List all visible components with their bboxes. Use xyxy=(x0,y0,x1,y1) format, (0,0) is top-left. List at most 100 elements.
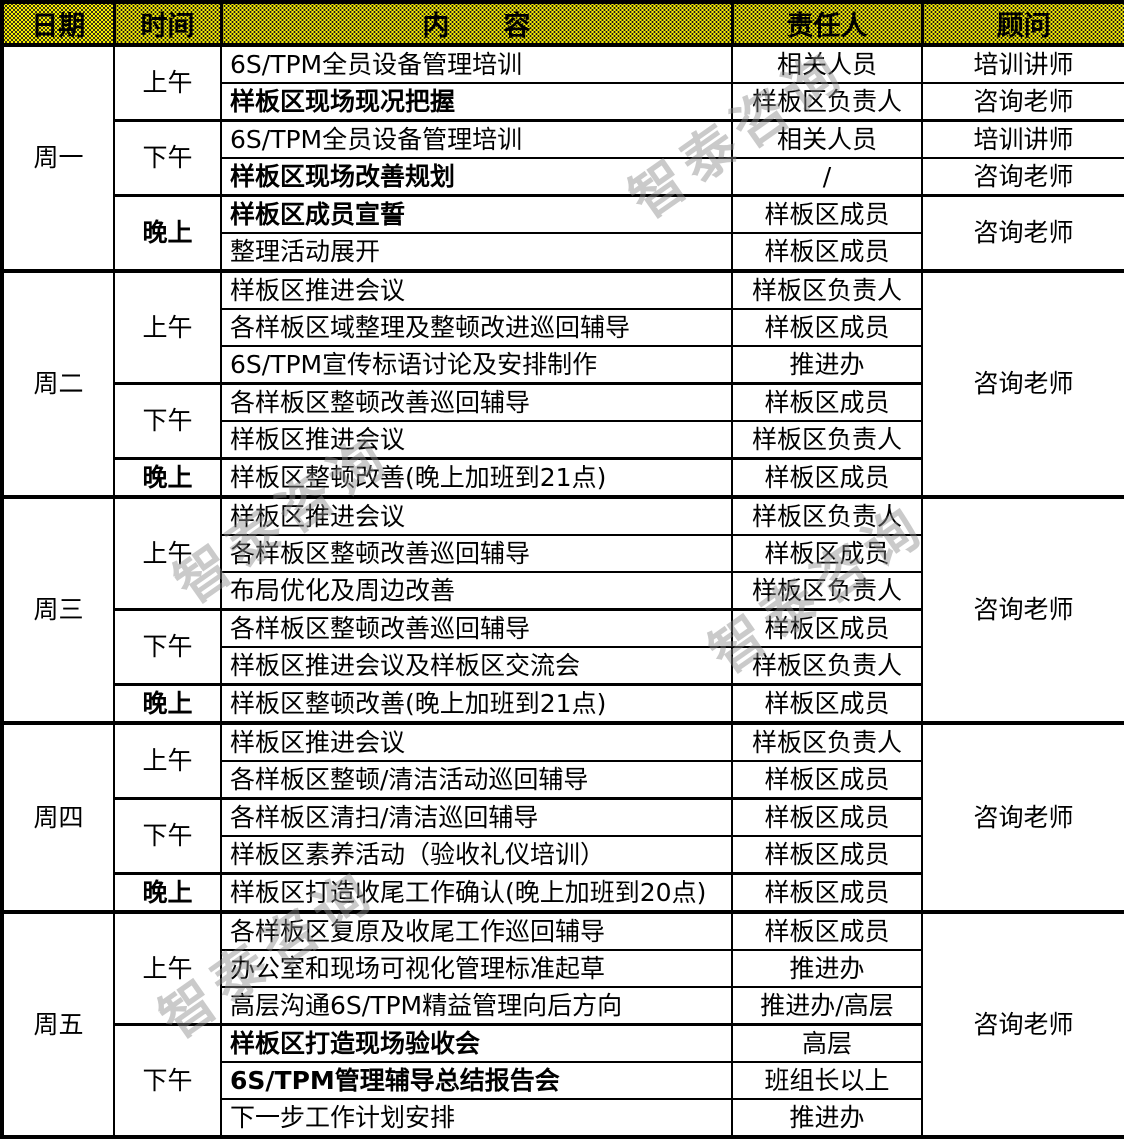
owner-cell: 班组长以上 xyxy=(731,1061,923,1100)
content-cell: 各样板区整顿改善巡回辅导 xyxy=(220,534,733,573)
content-cell: 样板区推进会议 xyxy=(220,721,733,762)
table-row: 晚上 样板区成员宣誓 样板区成员 咨询老师 xyxy=(2,194,1124,272)
owner-cell: 样板区成员 xyxy=(731,797,923,837)
content-cell: 样板区成员宣誓 xyxy=(220,194,733,234)
time-cell: 晚上 xyxy=(113,683,222,724)
owner-cell: 相关人员 xyxy=(731,43,923,84)
owner-cell: 推进办 xyxy=(731,345,923,385)
table-row: 各样板区整顿/清洁活动巡回辅导 样板区成员 xyxy=(2,760,1124,800)
table-row: 晚上 样板区整顿改善(晚上加班到21点) 样板区成员 xyxy=(2,683,1124,724)
owner-cell: 样板区负责人 xyxy=(731,82,923,122)
content-cell: 6S/TPM宣传标语讨论及安排制作 xyxy=(220,345,733,385)
owner-cell: 样板区成员 xyxy=(731,872,923,913)
owner-cell: / xyxy=(731,157,923,197)
owner-cell: 样板区成员 xyxy=(731,760,923,800)
owner-cell: 样板区成员 xyxy=(731,457,923,498)
time-cell: 下午 xyxy=(113,608,222,686)
content-cell: 各样板区复原及收尾工作巡回辅导 xyxy=(220,910,733,951)
owner-cell: 样板区成员 xyxy=(731,835,923,875)
owner-cell: 样板区成员 xyxy=(731,308,923,347)
table-row: 整理活动展开 样板区成员 xyxy=(2,232,1124,272)
schedule-table-body: 周一 上午 6S/TPM全员设备管理培训 相关人员 培训讲师 样板区现场现况把握 样板区负责… xyxy=(1,43,1124,1138)
table-row: 高层沟通6S/TPM精益管理向后方向 推进办/高层 xyxy=(2,986,1124,1026)
content-cell: 样板区现场现况把握 xyxy=(220,82,733,122)
content-cell: 办公室和现场可视化管理标准起草 xyxy=(220,949,733,988)
column-header-content: 内 容 xyxy=(219,0,734,47)
content-cell: 样板区素养活动（验收礼仪培训） xyxy=(220,835,733,875)
time-cell: 晚上 xyxy=(113,457,222,498)
table-row: 6S/TPM宣传标语讨论及安排制作 推进办 xyxy=(2,345,1124,385)
time-cell: 上午 xyxy=(113,269,222,385)
table-row: 周二 上午 样板区推进会议 样板区负责人 咨询老师 xyxy=(1,269,1124,498)
table-row: 下午 各样板区整顿改善巡回辅导 样板区成员 xyxy=(2,382,1124,460)
consultant-cell: 培训讲师 xyxy=(921,119,1124,159)
table-row: 各样板区整顿改善巡回辅导 样板区成员 xyxy=(2,534,1124,573)
table-row: 下午 各样板区整顿改善巡回辅导 样板区成员 xyxy=(2,608,1124,686)
content-cell: 下一步工作计划安排 xyxy=(220,1098,733,1138)
content-cell: 各样板区整顿改善巡回辅导 xyxy=(220,608,733,648)
table-row: 样板区现场改善规划 / 咨询老师 xyxy=(2,157,1124,197)
table-row: 样板区素养活动（验收礼仪培训） 样板区成员 xyxy=(2,835,1124,875)
owner-cell: 样板区成员 xyxy=(731,534,923,573)
table-row: 样板区推进会议及样板区交流会 样板区负责人 xyxy=(2,646,1124,686)
owner-cell: 推进办/高层 xyxy=(731,986,923,1026)
time-cell: 下午 xyxy=(113,382,222,460)
consultant-cell: 咨询老师 xyxy=(921,157,1124,197)
content-cell: 样板区打造收尾工作确认(晚上加班到20点) xyxy=(220,872,733,913)
column-header-owner: 责任人 xyxy=(730,0,924,47)
table-row: 周一 上午 6S/TPM全员设备管理培训 相关人员 培训讲师 xyxy=(1,43,1124,272)
content-cell: 样板区推进会议 xyxy=(220,269,733,310)
content-cell: 样板区推进会议 xyxy=(220,420,733,460)
owner-cell: 推进办 xyxy=(731,949,923,988)
content-cell: 整理活动展开 xyxy=(220,232,733,272)
time-cell: 上午 xyxy=(113,910,222,1026)
owner-cell: 样板区负责人 xyxy=(731,571,923,611)
day-cell: 周四 xyxy=(1,721,115,913)
consultant-cell: 培训讲师 xyxy=(921,43,1124,84)
content-cell: 各样板区清扫/清洁巡回辅导 xyxy=(220,797,733,837)
time-cell: 下午 xyxy=(113,1023,222,1138)
table-row: 周四 上午 样板区推进会议 样板区负责人 咨询老师 xyxy=(1,721,1124,913)
table-row: 下午 6S/TPM全员设备管理培训 相关人员 培训讲师 xyxy=(2,119,1124,197)
time-cell: 下午 xyxy=(113,797,222,875)
table-row: 各样板区域整理及整顿改进巡回辅导 样板区成员 xyxy=(2,308,1124,347)
table-header: 日期 时间 内 容 责任人 顾问 xyxy=(0,0,1124,47)
content-cell: 样板区现场改善规划 xyxy=(220,157,733,197)
owner-cell: 样板区成员 xyxy=(731,194,923,234)
consultant-cell: 咨询老师 xyxy=(921,721,1124,913)
content-cell: 各样板区整顿/清洁活动巡回辅导 xyxy=(220,760,733,800)
table-row: 布局优化及周边改善 样板区负责人 xyxy=(2,571,1124,611)
table-row: 晚上 样板区打造收尾工作确认(晚上加班到20点) 样板区成员 xyxy=(2,872,1124,913)
content-cell: 样板区打造现场验收会 xyxy=(220,1023,733,1063)
owner-cell: 样板区负责人 xyxy=(731,269,923,310)
table-row: 6S/TPM管理辅导总结报告会 班组长以上 xyxy=(2,1061,1124,1100)
content-cell: 6S/TPM全员设备管理培训 xyxy=(220,43,733,84)
content-cell: 各样板区域整理及整顿改进巡回辅导 xyxy=(220,308,733,347)
table-row: 周五 上午 各样板区复原及收尾工作巡回辅导 样板区成员 咨询老师 xyxy=(1,910,1124,1138)
column-header-consultant: 顾问 xyxy=(920,0,1124,47)
owner-cell: 样板区负责人 xyxy=(731,646,923,686)
header-row: 日期 时间 内 容 责任人 顾问 xyxy=(0,0,1124,47)
column-header-time: 时间 xyxy=(112,0,223,47)
time-cell: 上午 xyxy=(113,721,222,800)
owner-cell: 样板区成员 xyxy=(731,232,923,272)
content-cell: 样板区整顿改善(晚上加班到21点) xyxy=(220,683,733,724)
owner-cell: 样板区成员 xyxy=(731,910,923,951)
table-row: 办公室和现场可视化管理标准起草 推进办 xyxy=(2,949,1124,988)
day-cell: 周三 xyxy=(1,495,115,724)
owner-cell: 样板区成员 xyxy=(731,683,923,724)
owner-cell: 样板区成员 xyxy=(731,608,923,648)
content-cell: 布局优化及周边改善 xyxy=(220,571,733,611)
time-cell: 上午 xyxy=(113,495,222,611)
content-cell: 样板区推进会议及样板区交流会 xyxy=(220,646,733,686)
table-row: 下午 各样板区清扫/清洁巡回辅导 样板区成员 xyxy=(2,797,1124,875)
column-header-date: 日期 xyxy=(0,0,116,47)
consultant-cell: 咨询老师 xyxy=(921,495,1124,724)
time-cell: 上午 xyxy=(113,43,222,122)
owner-cell: 样板区负责人 xyxy=(731,495,923,536)
table-row: 样板区现场现况把握 样板区负责人 咨询老师 xyxy=(2,82,1124,122)
owner-cell: 样板区负责人 xyxy=(731,721,923,762)
consultant-cell: 咨询老师 xyxy=(921,269,1124,498)
day-cell: 周二 xyxy=(1,269,115,498)
